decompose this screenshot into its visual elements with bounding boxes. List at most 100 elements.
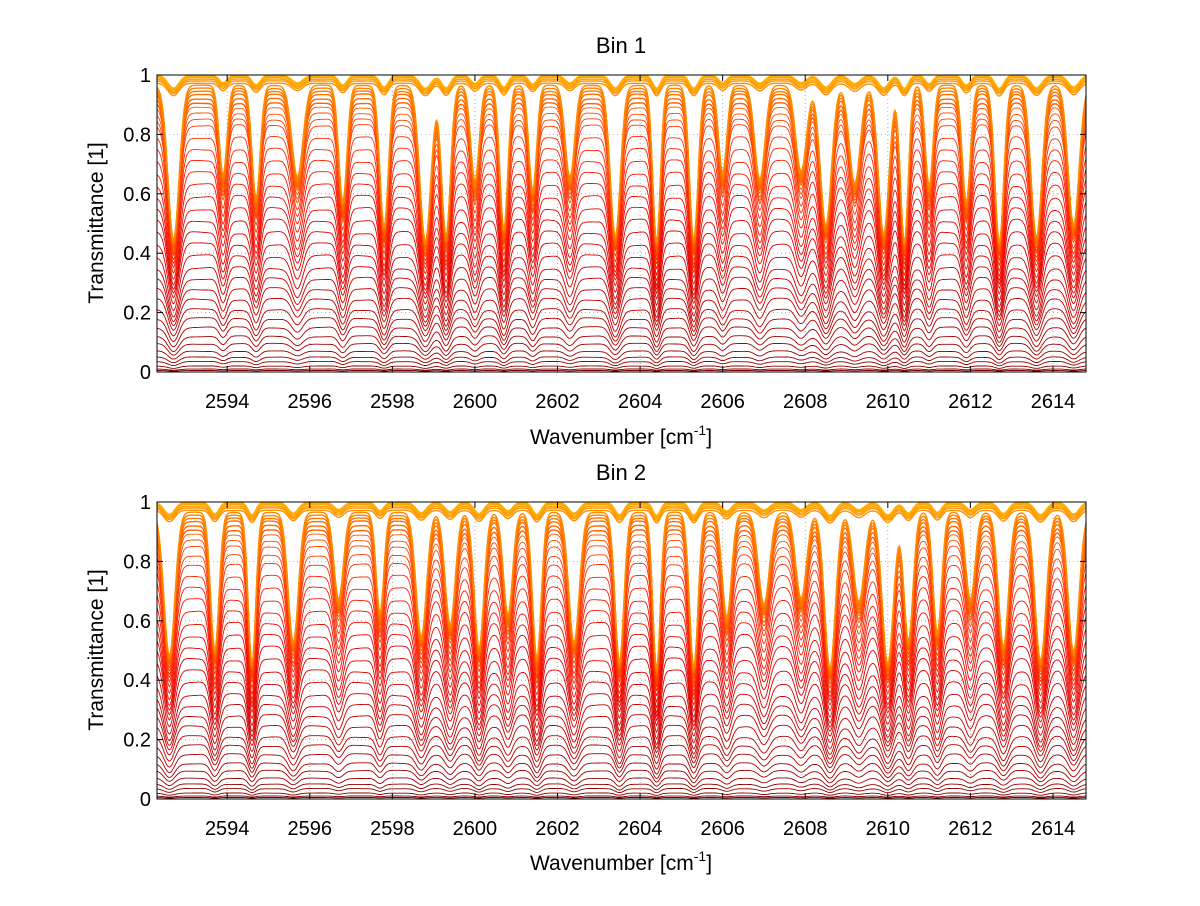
series-line <box>156 511 1087 670</box>
y-tick-label: 0.8 <box>123 551 151 573</box>
series-group <box>156 501 1087 799</box>
y-axis-ticks: 0 0.2 0.4 0.6 0.8 1 <box>123 492 1086 811</box>
series-line <box>156 586 1087 698</box>
series-line <box>156 645 1087 724</box>
series-line <box>156 669 1087 734</box>
series-line <box>156 598 1087 704</box>
series-line <box>156 147 1087 267</box>
x-tick-label: 2602 <box>535 818 580 840</box>
series-line <box>156 218 1087 296</box>
x-tick-label: 2602 <box>535 391 580 413</box>
series-line <box>156 703 1087 750</box>
panel-bin-2: 2594 2596 2598 2600 2602 2604 2606 2608 2610 2612… <box>85 460 1087 875</box>
series-line <box>156 744 1087 770</box>
series-line <box>156 135 1087 262</box>
series-line <box>156 777 1087 788</box>
series-line <box>156 693 1087 746</box>
series-line <box>156 335 1087 353</box>
x-tick-label: 2608 <box>783 391 828 413</box>
series-line <box>156 206 1087 292</box>
series-line <box>156 356 1087 364</box>
x-tick-label: 2598 <box>370 818 415 840</box>
series-line <box>156 84 1087 243</box>
x-tick-label: 2614 <box>1031 818 1076 840</box>
x-tick-label: 2594 <box>205 391 250 413</box>
series-line <box>156 350 1087 361</box>
series-line <box>156 792 1087 796</box>
y-axis-label: Transmittance [1] <box>85 569 108 730</box>
series-line <box>157 365 1087 369</box>
x-tick-label: 2600 <box>453 818 498 840</box>
series-line <box>156 574 1087 694</box>
chart-title: Bin 1 <box>596 33 646 58</box>
series-line <box>157 368 1086 371</box>
series-line <box>156 342 1087 357</box>
series-line <box>156 610 1087 710</box>
series-line <box>156 230 1087 302</box>
series-line <box>157 370 1086 372</box>
series-line <box>156 78 1087 93</box>
y-tick-label: 0 <box>140 789 151 811</box>
x-axis-ticks: 2594 2596 2598 2600 2602 2604 2606 2608 2610 2612… <box>205 502 1075 840</box>
y-tick-label: 0.4 <box>123 670 151 692</box>
plot-frame <box>156 74 1087 373</box>
series-line <box>156 82 1087 97</box>
series-line <box>156 194 1087 288</box>
series-line <box>156 308 1087 339</box>
series-line <box>156 159 1087 273</box>
series-line <box>156 326 1087 348</box>
y-tick-label: 1 <box>140 65 151 87</box>
chart-title: Bin 2 <box>596 460 646 485</box>
x-axis-label: Wavenumber [cm-1] <box>530 848 712 875</box>
y-tick-label: 0.6 <box>123 611 151 633</box>
series-line <box>156 681 1087 740</box>
plot-frame <box>156 501 1087 800</box>
series-line <box>156 242 1087 308</box>
y-tick-label: 0.6 <box>123 184 151 206</box>
x-tick-label: 2596 <box>288 391 333 413</box>
panel-bin-1: 2594 2596 2598 2600 2602 2604 2606 2608 2610 2612… <box>85 33 1087 449</box>
y-axis-ticks: 0 0.2 0.4 0.6 0.8 1 <box>123 65 1086 384</box>
y-tick-label: 0.4 <box>123 243 151 265</box>
series-line <box>156 762 1087 780</box>
series-line <box>156 769 1087 784</box>
x-tick-label: 2604 <box>618 391 663 413</box>
series-line <box>156 266 1087 319</box>
series-line <box>156 621 1087 715</box>
x-axis-ticks: 2594 2596 2598 2600 2602 2604 2606 2608 2610 2612… <box>205 75 1075 413</box>
series-line <box>156 297 1087 333</box>
series-line <box>156 503 1087 519</box>
series-line <box>156 795 1086 798</box>
y-axis-label: Transmittance [1] <box>85 142 108 303</box>
x-axis-label: Wavenumber [cm-1] <box>530 422 712 449</box>
series-line <box>156 633 1087 719</box>
series-line <box>156 735 1087 765</box>
x-tick-label: 2612 <box>948 818 993 840</box>
series-line <box>156 753 1087 775</box>
x-tick-label: 2614 <box>1031 391 1076 413</box>
series-line <box>156 509 1087 524</box>
series-line <box>156 724 1087 760</box>
series-line <box>156 714 1087 756</box>
series-line <box>156 505 1087 520</box>
x-tick-label: 2612 <box>948 391 993 413</box>
series-line <box>156 787 1087 794</box>
x-tick-label: 2600 <box>453 391 498 413</box>
series-line <box>156 317 1087 343</box>
x-tick-label: 2596 <box>288 818 333 840</box>
x-tick-label: 2604 <box>618 818 663 840</box>
y-tick-label: 0.2 <box>123 730 151 752</box>
x-tick-label: 2610 <box>866 391 911 413</box>
x-tick-label: 2608 <box>783 818 828 840</box>
series-line <box>156 287 1087 328</box>
x-tick-label: 2598 <box>370 391 415 413</box>
series-line <box>156 783 1087 791</box>
series-line <box>156 80 1087 95</box>
series-line <box>156 797 1086 799</box>
x-tick-label: 2594 <box>205 818 250 840</box>
x-tick-label: 2606 <box>700 818 745 840</box>
x-tick-label: 2610 <box>866 818 911 840</box>
y-tick-label: 0.2 <box>123 303 151 325</box>
